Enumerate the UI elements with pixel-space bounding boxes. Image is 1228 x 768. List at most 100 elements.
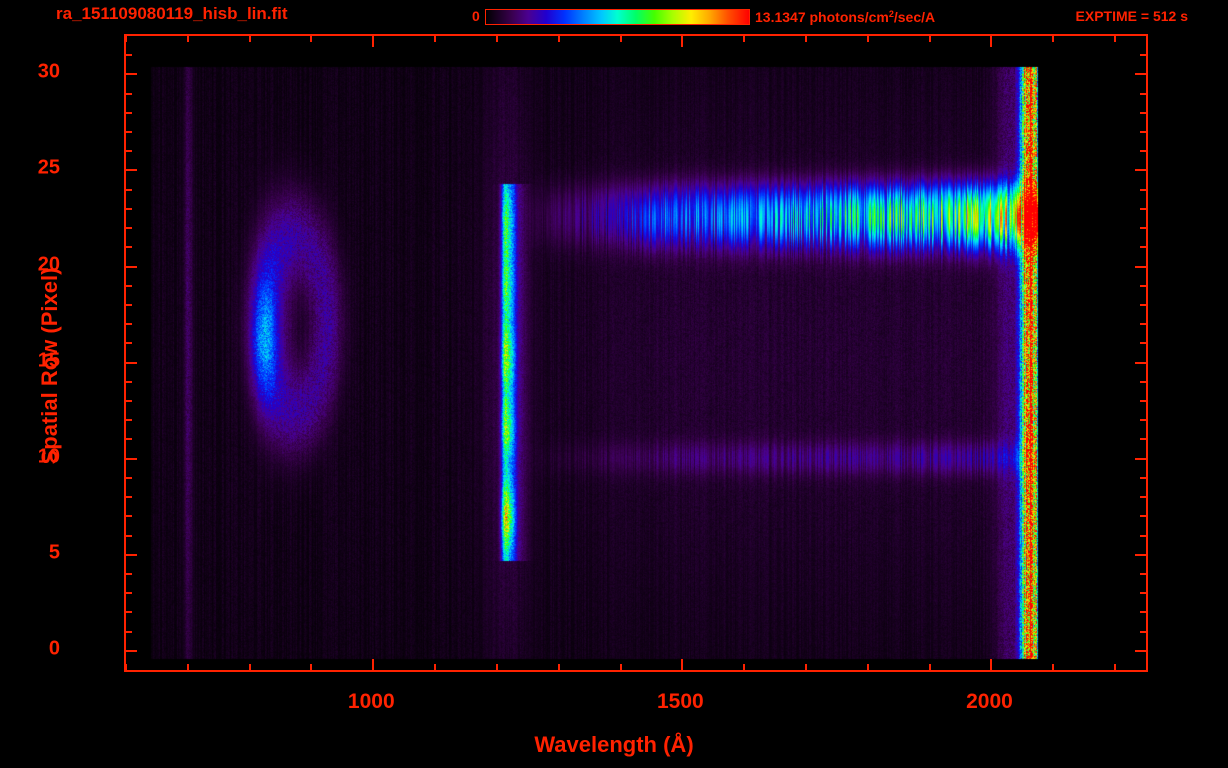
y-axis-title: Spatial Row (Pixel) (37, 267, 62, 465)
y-tick-minor (126, 534, 132, 537)
y-tick-right (1140, 572, 1146, 575)
x-tick-top (619, 36, 622, 42)
y-tick-minor (126, 111, 132, 114)
x-tick-top (557, 36, 560, 42)
y-tick-right (1140, 303, 1146, 306)
x-tick-label: 2000 (966, 690, 1013, 713)
x-tick-minor (1052, 664, 1055, 670)
x-tick-top (310, 36, 313, 42)
y-tick-right (1140, 150, 1146, 153)
y-tick-major (126, 457, 137, 460)
y-tick-minor (126, 630, 132, 633)
y-tick-major (126, 649, 137, 652)
y-tick-right (1140, 515, 1146, 518)
y-tick-right (1140, 342, 1146, 345)
x-tick-top (1052, 36, 1055, 42)
y-tick-major (126, 169, 137, 172)
y-tick-minor (126, 207, 132, 210)
y-tick-right (1140, 54, 1146, 57)
x-tick-top (186, 36, 189, 42)
y-tick-major (126, 73, 137, 76)
y-tick-minor (126, 131, 132, 134)
colorbar-units-exponent: 2 (888, 9, 894, 19)
y-tick-right (1140, 227, 1146, 230)
x-tick-top (805, 36, 807, 42)
x-tick-minor (310, 664, 313, 670)
x-tick-top (495, 36, 498, 42)
x-tick-top (866, 36, 869, 42)
y-tick-minor (126, 246, 132, 249)
x-tick-label: 1500 (657, 690, 704, 713)
y-tick-right (1140, 400, 1146, 403)
y-tick-right (1140, 188, 1146, 191)
x-tick-minor (186, 664, 189, 670)
y-tick-right (1140, 246, 1146, 249)
y-tick-label: 30 (37, 60, 60, 83)
y-tick-minor (126, 380, 132, 383)
x-tick-minor (557, 664, 560, 670)
y-tick-label: 15 (37, 349, 60, 372)
y-tick-minor (126, 54, 132, 57)
y-tick-minor (126, 515, 132, 518)
y-tick-minor (126, 419, 132, 422)
y-tick-minor (126, 227, 132, 230)
y-tick-minor (126, 150, 132, 153)
y-tick-minor (126, 188, 132, 191)
y-tick-minor (126, 476, 132, 479)
y-tick-right (1135, 553, 1146, 556)
y-tick-minor (126, 438, 132, 441)
x-tick-top (125, 36, 127, 42)
y-tick-right (1140, 438, 1146, 441)
x-tick-minor (866, 664, 869, 670)
y-tick-right (1135, 457, 1146, 460)
y-tick-minor (126, 323, 132, 326)
y-tick-right (1140, 592, 1146, 595)
y-tick-label: 5 (48, 541, 60, 564)
y-tick-right (1140, 419, 1146, 422)
x-tick-minor (248, 664, 251, 670)
y-tick-right (1135, 649, 1146, 652)
y-tick-minor (126, 611, 132, 614)
y-tick-right (1140, 111, 1146, 114)
y-tick-major (126, 361, 137, 364)
y-tick-right (1140, 92, 1146, 95)
y-tick-right (1140, 476, 1146, 479)
y-tick-minor (126, 400, 132, 403)
x-tick-top (248, 36, 251, 42)
x-tick-top (1114, 36, 1117, 42)
exptime-label: EXPTIME = 512 s (1075, 8, 1188, 24)
colorbar-units-suffix: /sec/A (893, 9, 936, 25)
y-tick-minor (126, 303, 132, 306)
y-tick-major (126, 553, 137, 556)
page-title: ra_151109080119_hisb_lin.fit (56, 4, 288, 23)
y-tick-right (1140, 323, 1146, 326)
y-tick-minor (126, 496, 132, 499)
y-tick-right (1140, 496, 1146, 499)
x-tick-minor (1114, 664, 1117, 670)
y-tick-right (1135, 73, 1146, 76)
x-tick-major (990, 659, 993, 670)
x-tick-major (372, 659, 375, 670)
x-tick-minor (743, 664, 746, 670)
x-tick-top (928, 36, 931, 42)
y-tick-right (1140, 534, 1146, 537)
y-tick-right (1140, 131, 1146, 134)
y-tick-label: 10 (37, 445, 60, 468)
x-tick-top (743, 36, 746, 42)
colorbar-gradient (485, 9, 750, 25)
x-tick-top (990, 36, 993, 47)
y-tick-major (126, 265, 137, 268)
colorbar-min-label: 0 (472, 8, 480, 24)
x-tick-top (372, 36, 375, 47)
y-tick-right (1140, 284, 1146, 287)
y-tick-right (1140, 380, 1146, 383)
x-tick-minor (125, 664, 127, 670)
colorbar-max-label: 13.1347 photons/cm2/sec/A (755, 9, 935, 25)
x-tick-top (681, 36, 684, 47)
y-tick-right (1135, 265, 1146, 268)
y-tick-minor (126, 592, 132, 595)
y-tick-minor (126, 92, 132, 95)
y-tick-label: 20 (37, 253, 60, 276)
x-tick-minor (805, 664, 807, 670)
y-tick-minor (126, 572, 132, 575)
